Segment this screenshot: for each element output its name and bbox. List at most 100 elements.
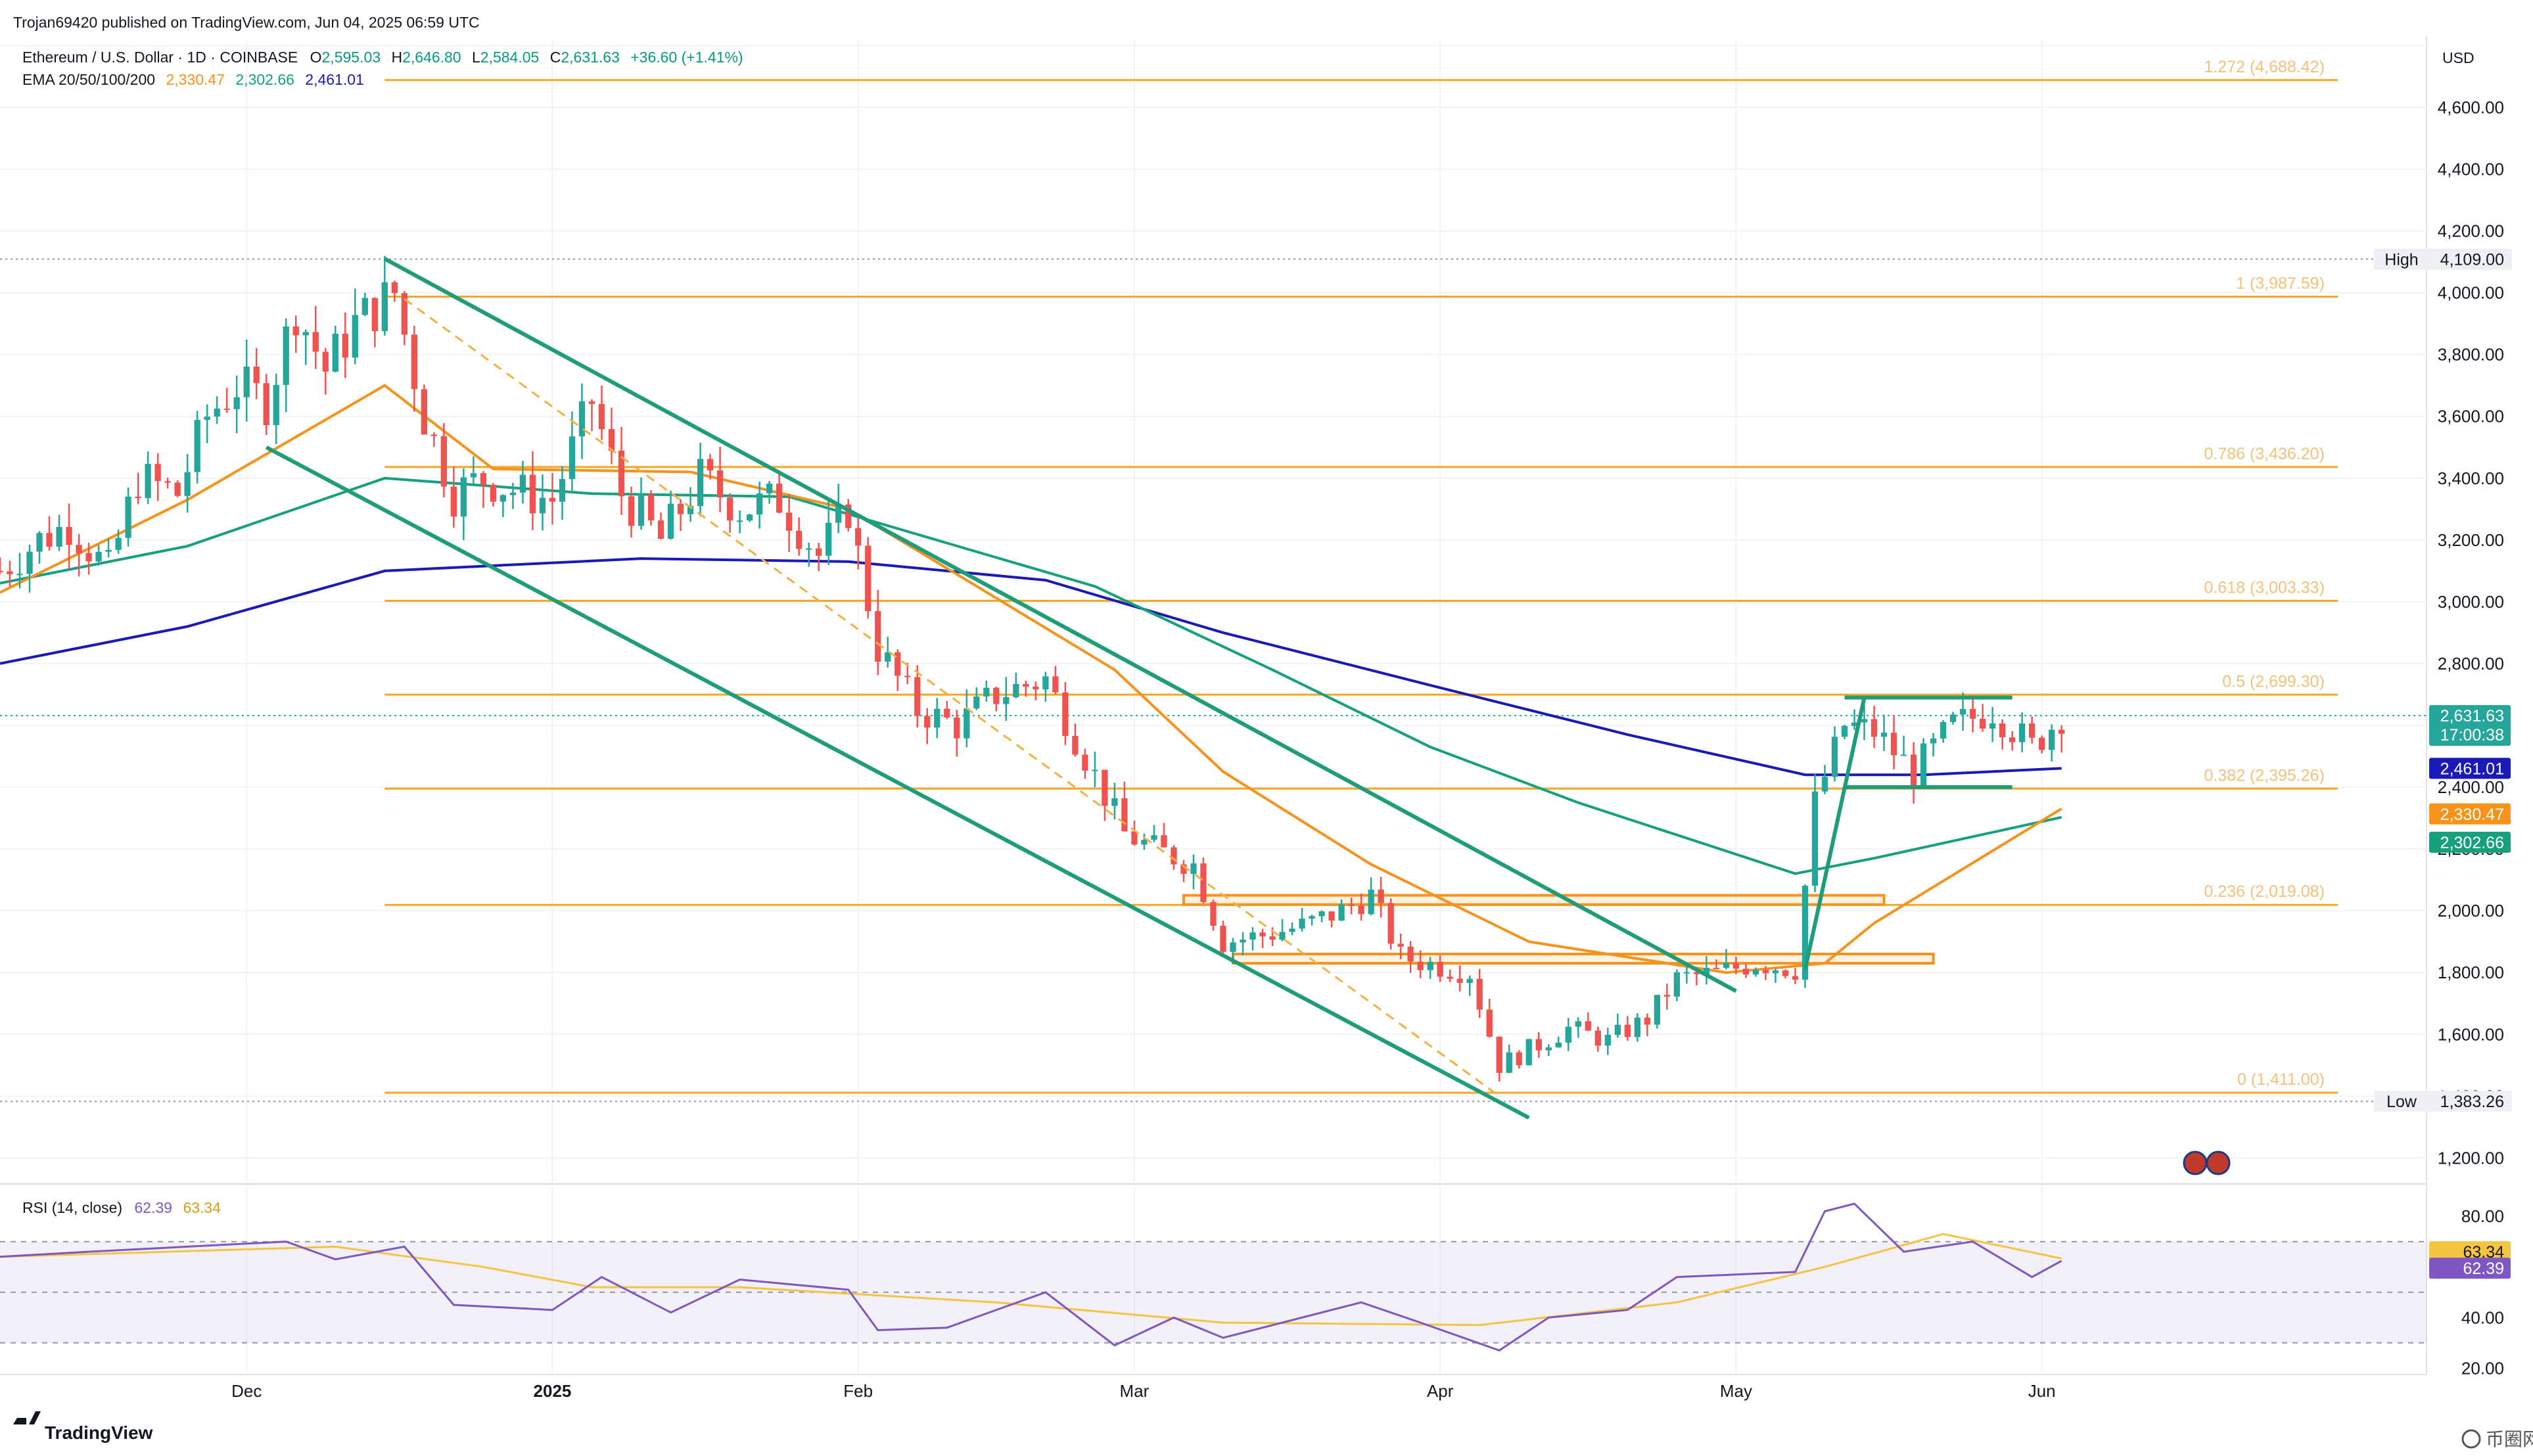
dashed-trend-line [404,298,1500,1097]
rsi-pane [0,1202,2427,1352]
candle-body [302,332,309,336]
candle-body [1585,1021,1591,1031]
candle-body [1220,925,1226,952]
tradingview-logo[interactable]: TradingView [13,1411,153,1443]
candle-body [697,459,704,507]
candle-body [1200,863,1207,902]
candle-body [105,550,112,552]
price-tick-label: 3,200.00 [2438,530,2504,550]
time-tick-label: Apr [1427,1381,1454,1401]
candle-body [1880,733,1888,737]
currency-label[interactable]: USD [2442,49,2475,66]
candle-body [529,474,536,514]
rsi-tick-label: 40.00 [2461,1308,2504,1327]
candle-body [1062,692,1069,737]
price-tick-label: 4,200.00 [2438,221,2504,241]
ema-price-tag-bg [2429,758,2511,779]
candle-body [273,384,279,425]
candle-body [1624,1024,1631,1037]
candle-body [1969,709,1976,719]
candle-body [154,464,161,482]
ema-100-line [0,476,2062,875]
candle-body [1979,718,1986,729]
candle-body [1427,961,1433,970]
candle-body [381,282,388,332]
rsi-tick-label: 20.00 [2461,1358,2504,1378]
candle-body [1387,903,1394,944]
candle-body [628,496,635,526]
candle-body [174,482,181,496]
price-tick-label: 3,600.00 [2438,407,2504,426]
candle-body [1466,978,1473,984]
candle-body [36,533,43,552]
candle-body [26,551,33,574]
tradingview-brand: TradingView [45,1422,153,1443]
candle-body [618,450,625,497]
candle-body [1525,1039,1532,1066]
current-price-tag-bg [2429,705,2511,746]
candle-body [2049,729,2055,750]
candle-body [1358,905,1364,915]
candle-body [657,520,664,539]
time-tick-label: Dec [231,1381,262,1401]
candle-body [470,473,477,478]
candle-body [1752,970,1759,975]
rsi-ma-line [0,1233,2062,1327]
candle-body [1190,863,1197,875]
candle-body [598,403,605,430]
candle-body [1042,676,1049,690]
time-tick-label: Mar [1120,1381,1150,1401]
candle-body [756,493,763,515]
candle-body [1644,1017,1651,1025]
candle-body [1318,911,1325,917]
candle-body [1663,995,1671,997]
candle-body [588,401,595,404]
candle-body [766,484,773,493]
fib-level-label: 0 (1,411.00) [2237,1070,2325,1089]
candle-body [973,696,980,709]
channel-upper-line [383,257,1737,993]
candle-body [1575,1021,1581,1027]
fib-level-label: 0.618 (3,003.33) [2204,578,2324,597]
candle-body [1693,972,1700,974]
candle-body [1851,722,1858,726]
candle-body [1368,889,1374,915]
time-axis[interactable]: Dec 2025 Feb Mar Apr May Jun [231,1381,2056,1401]
candle-body [1614,1024,1621,1035]
fibonacci-retracement: 1.272 (4,688.42) 1 (3,987.59) 0.786 (3,436… [0,58,2427,1103]
candle-body [145,464,151,499]
candle-body [16,574,23,576]
candle-body [776,484,783,513]
candle-body [1959,709,1966,715]
candle-body [352,315,358,358]
fib-level-label: 1.272 (4,688.42) [2204,58,2324,76]
fib-level-label: 1 (3,987.59) [2236,274,2325,292]
candle-body [1506,1052,1512,1073]
candle-body [825,522,832,556]
flag-icon [2206,1150,2231,1175]
candle-body [1634,1017,1641,1037]
candle-body [401,293,407,335]
candle-body [1309,916,1315,919]
candle-body [1545,1047,1552,1051]
candle-body [56,527,62,547]
candle-body [539,497,546,514]
candle-body [1762,970,1769,974]
candle-body [233,397,240,409]
candle-body [1821,777,1828,792]
candle-body [411,334,417,390]
candle-body [1437,961,1443,977]
candle-body [895,652,901,676]
low-tag-label: Low [2386,1093,2417,1111]
countdown-tag: 17:00:38 [2440,726,2504,744]
candle-body [1496,1036,1502,1073]
candle-body [806,548,812,550]
candle-body [667,503,674,539]
candle-body [460,477,467,517]
candle-body [391,282,398,294]
channel-lower-line [265,445,1530,1120]
candle-body [1654,995,1661,1025]
candle-body [1732,963,1740,969]
candle-body [845,504,852,528]
